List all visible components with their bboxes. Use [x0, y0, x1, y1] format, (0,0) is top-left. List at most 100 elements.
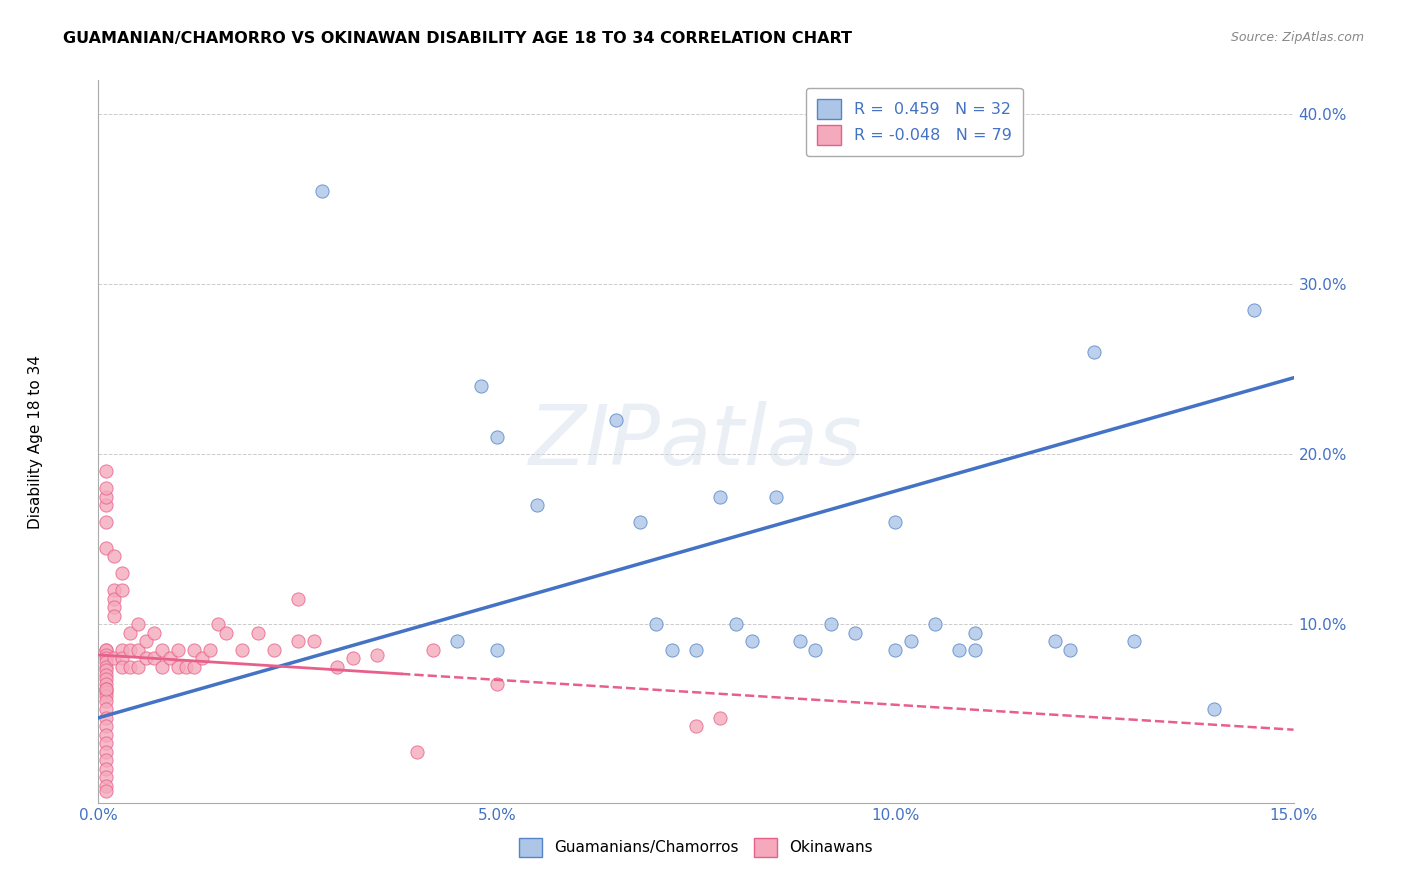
Point	[150, 660, 173, 674]
Point	[1202, 702, 1225, 716]
Point	[1243, 302, 1265, 317]
Point	[183, 642, 205, 657]
Point	[103, 600, 125, 615]
Point	[135, 634, 157, 648]
Text: ZIPatlas: ZIPatlas	[529, 401, 863, 482]
Point	[96, 481, 118, 495]
Point	[884, 516, 907, 530]
Point	[96, 745, 118, 759]
Point	[605, 413, 627, 427]
Point	[96, 753, 118, 767]
Text: Source: ZipAtlas.com: Source: ZipAtlas.com	[1230, 31, 1364, 45]
Point	[103, 651, 125, 665]
Point	[287, 634, 309, 648]
Point	[127, 642, 149, 657]
Point	[470, 379, 492, 393]
Point	[127, 660, 149, 674]
Point	[628, 516, 651, 530]
Point	[1043, 634, 1066, 648]
Point	[96, 642, 118, 657]
Point	[96, 728, 118, 742]
Y-axis label: Disability Age 18 to 34: Disability Age 18 to 34	[28, 354, 42, 529]
Point	[311, 184, 333, 198]
Point	[96, 702, 118, 716]
Point	[111, 660, 134, 674]
Point	[366, 648, 388, 662]
Point	[820, 617, 842, 632]
Point	[685, 642, 707, 657]
Point	[103, 549, 125, 564]
Legend: Guamanians/Chamorros, Okinawans: Guamanians/Chamorros, Okinawans	[509, 828, 883, 867]
Point	[844, 625, 866, 640]
Point	[231, 642, 253, 657]
Point	[96, 681, 118, 696]
Point	[963, 642, 986, 657]
Point	[96, 516, 118, 530]
Point	[111, 566, 134, 581]
Point	[96, 762, 118, 776]
Point	[96, 685, 118, 699]
Point	[103, 591, 125, 606]
Point	[741, 634, 763, 648]
Point	[963, 625, 986, 640]
Point	[120, 642, 142, 657]
Point	[120, 625, 142, 640]
Point	[96, 694, 118, 708]
Point	[96, 464, 118, 478]
Point	[167, 660, 190, 674]
Point	[645, 617, 668, 632]
Point	[96, 541, 118, 555]
Point	[96, 660, 118, 674]
Point	[1059, 642, 1081, 657]
Point	[96, 681, 118, 696]
Point	[96, 779, 118, 793]
Point	[485, 430, 508, 444]
Point	[709, 711, 731, 725]
Point	[1123, 634, 1146, 648]
Point	[167, 642, 190, 657]
Point	[120, 660, 142, 674]
Point	[96, 490, 118, 504]
Point	[900, 634, 922, 648]
Point	[96, 663, 118, 677]
Point	[485, 642, 508, 657]
Point	[724, 617, 747, 632]
Point	[159, 651, 181, 665]
Point	[422, 642, 444, 657]
Point	[96, 689, 118, 703]
Point	[446, 634, 468, 648]
Point	[174, 660, 197, 674]
Point	[485, 677, 508, 691]
Point	[198, 642, 221, 657]
Point	[96, 719, 118, 733]
Point	[406, 745, 429, 759]
Point	[96, 498, 118, 512]
Point	[96, 736, 118, 750]
Point	[215, 625, 238, 640]
Point	[96, 677, 118, 691]
Point	[96, 668, 118, 682]
Point	[804, 642, 827, 657]
Point	[96, 711, 118, 725]
Point	[526, 498, 548, 512]
Point	[135, 651, 157, 665]
Point	[183, 660, 205, 674]
Point	[111, 642, 134, 657]
Point	[326, 660, 349, 674]
Text: GUAMANIAN/CHAMORRO VS OKINAWAN DISABILITY AGE 18 TO 34 CORRELATION CHART: GUAMANIAN/CHAMORRO VS OKINAWAN DISABILIT…	[63, 31, 852, 46]
Point	[948, 642, 970, 657]
Point	[111, 651, 134, 665]
Point	[96, 655, 118, 669]
Point	[191, 651, 214, 665]
Point	[96, 784, 118, 798]
Point	[1083, 345, 1105, 359]
Point	[143, 625, 166, 640]
Point	[96, 770, 118, 784]
Point	[685, 719, 707, 733]
Point	[884, 642, 907, 657]
Point	[263, 642, 285, 657]
Point	[150, 642, 173, 657]
Point	[96, 642, 118, 657]
Point	[789, 634, 811, 648]
Point	[246, 625, 269, 640]
